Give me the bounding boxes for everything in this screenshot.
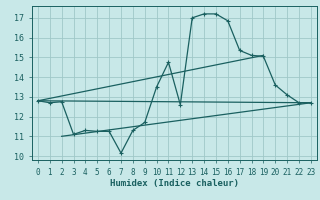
X-axis label: Humidex (Indice chaleur): Humidex (Indice chaleur) bbox=[110, 179, 239, 188]
